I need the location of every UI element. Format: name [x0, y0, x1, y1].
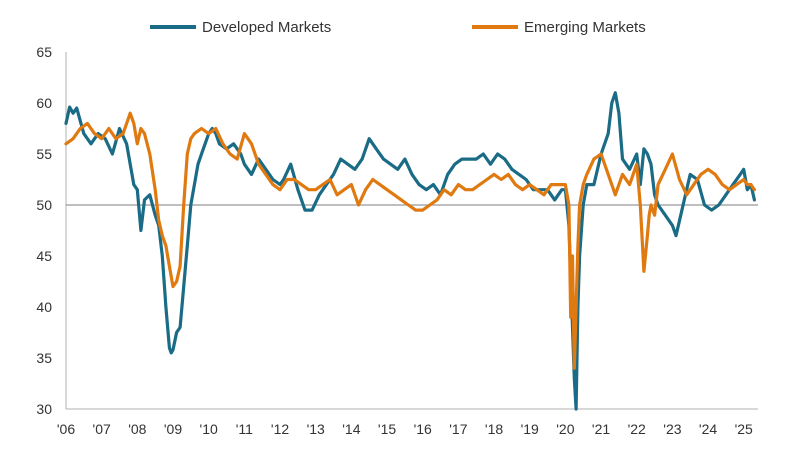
x-tick-label: '20: [556, 421, 574, 437]
x-tick-label: '10: [200, 421, 218, 437]
series-line-developed-markets: [64, 91, 757, 411]
x-tick-label: '25: [735, 421, 753, 437]
y-tick-label: 65: [36, 44, 52, 60]
x-tick-label: '22: [628, 421, 646, 437]
y-tick-label: 50: [36, 197, 52, 213]
x-tick-label: '08: [128, 421, 146, 437]
x-tick-label: '17: [449, 421, 467, 437]
legend: Developed Markets Emerging Markets: [150, 19, 646, 36]
x-tick-label: '13: [307, 421, 325, 437]
legend-label-emerging: Emerging Markets: [524, 19, 646, 36]
x-tick-label: '19: [521, 421, 539, 437]
y-tick-label: 30: [36, 401, 52, 417]
x-tick-label: '09: [164, 421, 182, 437]
x-tick-label: '15: [378, 421, 396, 437]
x-tick-label: '07: [93, 421, 111, 437]
y-tick-label: 55: [36, 146, 52, 162]
y-tick-label: 35: [36, 350, 52, 366]
y-tick-label: 60: [36, 95, 52, 111]
series-group: [64, 91, 757, 411]
series-line-emerging-markets: [64, 111, 757, 370]
y-tick-label: 40: [36, 299, 52, 315]
x-tick-label: '12: [271, 421, 289, 437]
x-tick-label: '18: [485, 421, 503, 437]
x-tick-label: '14: [342, 421, 360, 437]
x-tick-label: '24: [699, 421, 717, 437]
y-axis: 30 35 40 45 50 55 60 65: [36, 44, 52, 417]
x-tick-label: '16: [414, 421, 432, 437]
x-tick-label: '11: [236, 421, 253, 437]
x-axis: '06 '07 '08 '09 '10 '11 '12 '13 '14 '15 …: [57, 421, 753, 437]
x-tick-label: '06: [57, 421, 75, 437]
legend-label-developed: Developed Markets: [202, 19, 331, 36]
x-tick-label: '21: [592, 421, 610, 437]
y-tick-label: 45: [36, 248, 52, 264]
x-tick-label: '23: [663, 421, 681, 437]
